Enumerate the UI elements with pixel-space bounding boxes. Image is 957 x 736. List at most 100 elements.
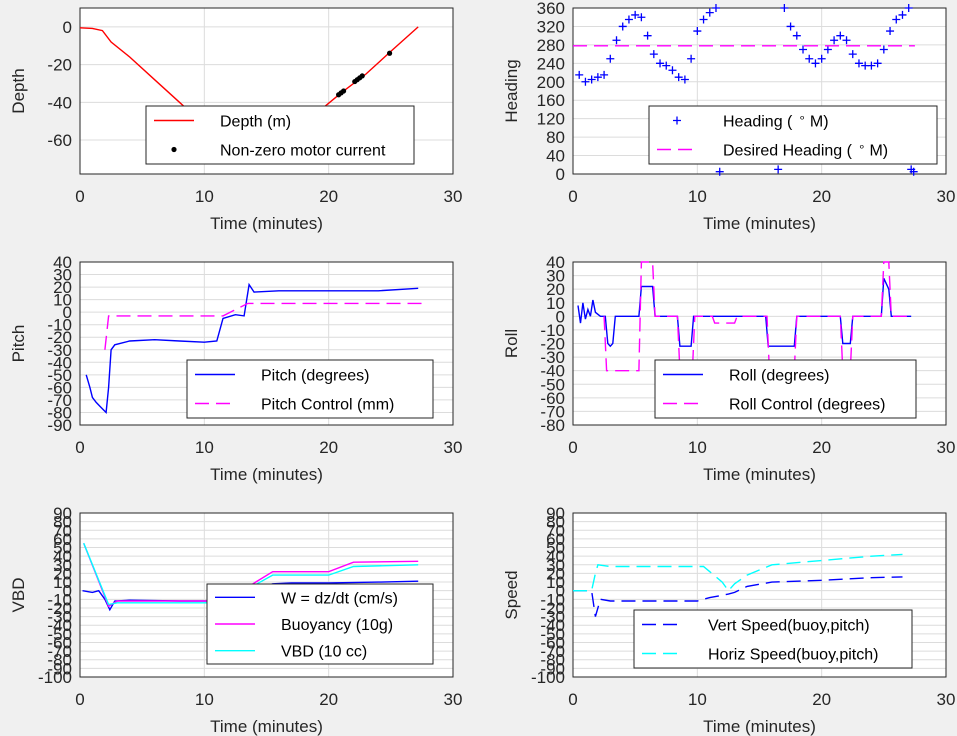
legend-label: Vert Speed(buoy,pitch) [708, 618, 870, 635]
legend-box [186, 359, 434, 419]
data-point [786, 22, 795, 31]
data-point [600, 70, 609, 79]
y-tick-label: -40 [47, 353, 72, 372]
y-tick-label: -40 [47, 93, 72, 112]
y-tick-label: -60 [47, 131, 72, 150]
legend-label: Pitch (degrees) [261, 368, 370, 385]
panel-3: 0 10 20 30403020100-10-20-30-40-50-60-70-80… [502, 253, 955, 484]
y-tick-label: 30 [53, 556, 72, 575]
y-tick-label: 40 [53, 547, 72, 566]
x-tick-label: 10 [195, 187, 214, 206]
legend-box [648, 105, 938, 165]
y-tick-label: -50 [47, 625, 72, 644]
y-tick-label: -90 [47, 659, 72, 678]
x-tick-label: 0 [75, 438, 84, 457]
data-point [693, 27, 702, 36]
x-axis-label: Time (minutes) [210, 214, 323, 233]
data-point [836, 31, 845, 40]
panel-4: 0 10 20 309080706050403020100-10-20-30-40-5… [9, 504, 462, 736]
y-tick-label: 50 [546, 539, 565, 558]
y-tick-label: -40 [540, 616, 565, 635]
y-tick-label: -70 [540, 402, 565, 421]
data-point [593, 73, 602, 82]
y-tick-label: 90 [546, 504, 565, 523]
data-point [774, 165, 783, 174]
data-point [867, 61, 876, 70]
y-tick-label: 280 [537, 36, 565, 55]
x-axis-label: Time (minutes) [210, 717, 323, 736]
legend-label: Pitch Control (mm) [261, 397, 394, 414]
axes-frame [79, 7, 454, 175]
y-tick-label: -10 [47, 316, 72, 335]
legend-label: Horiz Speed(buoy,pitch) [708, 647, 878, 664]
y-tick-label: -100 [38, 668, 72, 687]
series-line [104, 302, 422, 350]
x-tick-label: 10 [195, 438, 214, 457]
y-tick-label: 20 [53, 278, 72, 297]
data-point [680, 75, 689, 84]
data-point [879, 45, 888, 54]
y-axis-label: Speed [502, 570, 521, 619]
axes-frame [572, 7, 947, 175]
y-tick-label: 0 [63, 303, 72, 322]
data-point [830, 36, 839, 45]
y-tick-label: 160 [537, 91, 565, 110]
series-line [573, 553, 903, 592]
x-tick-label: 0 [568, 690, 577, 709]
data-point [817, 54, 826, 63]
y-tick-label: 0 [63, 582, 72, 601]
x-axis-label: Time (minutes) [210, 465, 323, 484]
y-tick-label: -60 [540, 389, 565, 408]
y-tick-label: 70 [53, 521, 72, 540]
y-tick-label: 360 [537, 0, 565, 18]
y-tick-label: -80 [540, 651, 565, 670]
data-point [811, 59, 820, 68]
y-tick-label: 30 [546, 267, 565, 286]
data-point [618, 22, 627, 31]
y-axis-label: Roll [502, 329, 521, 358]
axes-frame [79, 261, 454, 426]
y-tick-label: 10 [53, 573, 72, 592]
y-tick-label: -60 [47, 378, 72, 397]
panel-0: 0 10 20 30 0 -20 -40 -60 Time (minutes) Depth Dept… [9, 7, 463, 233]
y-tick-label: 200 [537, 73, 565, 92]
legend-label-part: ∘ [798, 111, 806, 125]
legend-box [145, 105, 415, 165]
y-tick-label: -60 [47, 633, 72, 652]
legend-label: Roll (degrees) [729, 368, 829, 385]
data-point [904, 4, 913, 12]
series-line [85, 282, 419, 415]
y-tick-label: -20 [47, 56, 72, 75]
series-line [603, 261, 912, 372]
y-tick-label: 20 [546, 280, 565, 299]
x-tick-label: 20 [319, 438, 338, 457]
data-point [711, 4, 720, 12]
legend-label-part: Desired Heading ( [723, 143, 853, 160]
data-point [842, 36, 851, 45]
legend-label: Desired Heading (∘ M) [723, 140, 888, 160]
data-point [909, 167, 918, 176]
legend-label: Roll Control (degrees) [729, 397, 886, 414]
x-tick-label: 20 [812, 187, 831, 206]
y-tick-label: -20 [540, 599, 565, 618]
x-tick-label: 0 [75, 187, 84, 206]
x-axis-label: Time (minutes) [703, 214, 816, 233]
legend-label-part: Heading ( [723, 114, 793, 131]
panel-5: 0 10 20 309080706050403020100-10-20-30-40-5… [502, 504, 955, 736]
y-tick-label: 30 [546, 556, 565, 575]
legend-marker [673, 116, 681, 125]
x-tick-label: 20 [319, 690, 338, 709]
legend: Heading (∘ M)Desired Heading (∘ M) [648, 105, 938, 165]
data-point [575, 70, 584, 79]
series-line [573, 576, 903, 617]
y-tick-label: -30 [47, 608, 72, 627]
y-tick-label: 320 [537, 17, 565, 36]
y-tick-label: 80 [53, 513, 72, 532]
y-tick-label: -70 [540, 642, 565, 661]
y-tick-label: -80 [540, 416, 565, 435]
y-tick-label: -10 [540, 321, 565, 340]
y-tick-label: 20 [53, 564, 72, 583]
x-tick-label: 30 [444, 187, 463, 206]
data-point [799, 45, 808, 54]
axes-frame [572, 512, 947, 678]
